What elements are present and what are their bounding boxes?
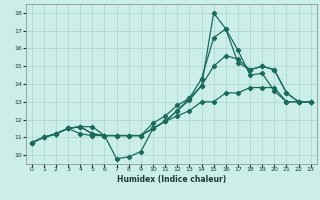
- X-axis label: Humidex (Indice chaleur): Humidex (Indice chaleur): [116, 175, 226, 184]
